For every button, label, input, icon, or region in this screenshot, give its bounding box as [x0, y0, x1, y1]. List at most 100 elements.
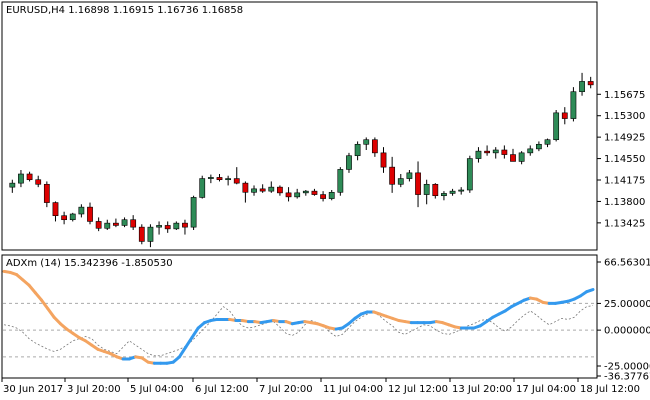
- candle-body: [18, 173, 24, 184]
- candle-body: [423, 183, 430, 195]
- adx-line-segment: [190, 326, 200, 340]
- candle-body: [225, 178, 232, 181]
- candle: [475, 147, 482, 163]
- adx-line-segment: [184, 336, 194, 349]
- candle: [432, 183, 439, 199]
- candle: [346, 152, 352, 173]
- time-tick-label: 13 Jul 20:00: [452, 384, 512, 395]
- candle-body: [544, 139, 551, 145]
- candle: [389, 156, 396, 193]
- candle: [147, 224, 154, 248]
- indicator-tick-label: -36.377673: [604, 372, 650, 383]
- candle-body: [173, 222, 180, 230]
- candle-body: [354, 143, 361, 157]
- time-tick-label: 5 Jul 04:00: [130, 384, 184, 395]
- candle-body: [294, 192, 301, 198]
- candle: [233, 167, 240, 185]
- time-tick-label: 3 Jul 20:00: [67, 384, 121, 395]
- price-tick-label: 1.14550: [604, 154, 645, 165]
- price-tick-label: 1.14925: [604, 133, 645, 144]
- candle-body: [441, 193, 447, 197]
- adx-line-segment: [177, 345, 188, 359]
- time-tick-label: 12 Jul 12:00: [388, 384, 448, 395]
- candle-body: [95, 221, 102, 229]
- indicator-tick-label: -25.00000: [604, 362, 650, 373]
- candle: [113, 218, 119, 228]
- candle-body: [328, 191, 335, 199]
- candle-body: [510, 154, 516, 162]
- candle-body: [121, 219, 128, 226]
- candle: [302, 190, 309, 196]
- candle: [225, 175, 232, 186]
- candle: [492, 147, 499, 159]
- candle-body: [561, 112, 568, 119]
- candle-body: [26, 173, 33, 181]
- candle-body: [216, 177, 223, 181]
- candle: [415, 161, 421, 208]
- price-tick-label: 1.13800: [604, 197, 645, 208]
- candle-body: [415, 172, 421, 195]
- candle: [570, 87, 577, 122]
- candle-body: [337, 169, 344, 193]
- candle: [518, 151, 525, 165]
- candle: [9, 179, 16, 193]
- candle-body: [535, 143, 542, 150]
- candle-body: [251, 188, 257, 193]
- candle: [406, 170, 413, 182]
- indicator-tick-label: 25.000000: [604, 299, 650, 310]
- indicator-panel-frame: [1, 254, 598, 379]
- candle-body: [527, 148, 534, 154]
- candle: [501, 145, 508, 159]
- indicator-tick-label: 0.000000: [604, 326, 650, 337]
- candle: [337, 167, 344, 196]
- indicator-tick-label: 66.563017: [604, 258, 650, 269]
- candle: [138, 224, 145, 245]
- candle-body: [501, 149, 508, 155]
- candle: [69, 212, 76, 222]
- candle: [104, 219, 111, 230]
- candle: [35, 175, 42, 188]
- candle-body: [61, 215, 67, 221]
- candle: [484, 145, 490, 156]
- candle: [190, 195, 197, 230]
- candle: [182, 219, 188, 235]
- candle: [328, 190, 335, 201]
- candle: [527, 145, 534, 156]
- candle-body: [87, 206, 93, 222]
- candle: [52, 201, 59, 222]
- candle: [285, 187, 292, 202]
- candle: [553, 110, 560, 142]
- candle-body: [259, 188, 266, 192]
- candle: [458, 187, 465, 195]
- candle-body: [113, 222, 119, 226]
- candle: [397, 174, 404, 188]
- candle: [587, 76, 594, 89]
- candle: [251, 185, 257, 196]
- candle: [510, 148, 516, 162]
- candle-body: [380, 152, 387, 168]
- candle-body: [182, 222, 188, 228]
- candle-body: [104, 222, 111, 229]
- candle-body: [156, 225, 162, 228]
- price-panel-header: EURUSD,H4 1.16898 1.16915 1.16736 1.1685…: [6, 5, 243, 16]
- candle-body: [147, 226, 154, 242]
- candle: [449, 188, 456, 196]
- candle-body: [371, 139, 378, 154]
- candle-body: [518, 152, 525, 162]
- candle-body: [466, 158, 473, 191]
- candle: [26, 171, 33, 182]
- candle: [87, 202, 93, 225]
- candle: [277, 185, 283, 196]
- candle-body: [320, 194, 326, 199]
- candle: [199, 175, 206, 199]
- candle: [371, 137, 378, 157]
- candle-body: [475, 150, 482, 159]
- candle: [121, 217, 128, 228]
- candle: [95, 217, 102, 232]
- candle: [320, 191, 326, 202]
- candle-body: [52, 202, 59, 217]
- candle-body: [242, 182, 249, 193]
- candle-body: [363, 139, 370, 145]
- candle-body: [199, 178, 206, 198]
